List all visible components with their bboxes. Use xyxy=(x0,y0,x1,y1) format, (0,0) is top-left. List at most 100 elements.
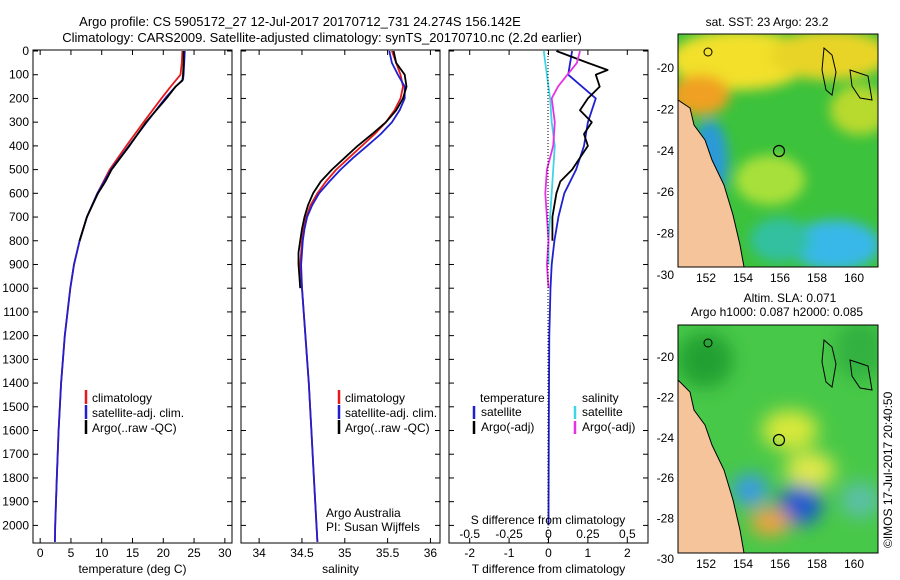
y-tick-label: 1400 xyxy=(2,376,29,390)
legend-label: Argo(-adj) xyxy=(582,420,635,434)
y-tick-label: 600 xyxy=(9,186,29,200)
map-lat-label: -24 xyxy=(657,144,675,158)
sla-map xyxy=(677,324,879,554)
title-line-1: Argo profile: CS 5905172_27 12-Jul-2017 … xyxy=(79,14,521,29)
y-tick-label: 1300 xyxy=(2,352,29,366)
sla-map-title-1: Altim. SLA: 0.071 xyxy=(744,291,837,305)
legend-label: climatology xyxy=(92,391,152,405)
y-tick-label: 1700 xyxy=(2,447,29,461)
series-line-climatology xyxy=(299,50,404,543)
x-tick-label: 1 xyxy=(585,546,592,560)
y-tick-label: 1200 xyxy=(2,329,29,343)
y-tick-label: 700 xyxy=(9,210,29,224)
map-lat-label: -26 xyxy=(657,471,675,485)
y-tick-label: 1600 xyxy=(2,424,29,438)
legend-label: Argo(..raw -QC) xyxy=(345,421,430,435)
x-tick-label: 0 xyxy=(545,546,552,560)
x-tick-label: 34 xyxy=(252,546,266,560)
y-tick-label: 2000 xyxy=(2,518,29,532)
map-lon-label: 156 xyxy=(770,557,790,571)
series-line-satellite-adj-clim- xyxy=(300,50,406,543)
x-tick-label: 0 xyxy=(37,546,44,560)
imos-credit: ©IMOS 17-Jul-2017 20:40:50 xyxy=(881,391,895,548)
map-lat-label: -30 xyxy=(657,552,675,566)
y-tick-label: 300 xyxy=(9,115,29,129)
y-tick-label: 800 xyxy=(9,234,29,248)
credit-org: Argo Australia xyxy=(326,506,401,520)
map-lat-label: -28 xyxy=(657,512,675,526)
sla-map-title-2: Argo h1000: 0.087 h2000: 0.085 xyxy=(691,305,863,319)
map-lat-label: -24 xyxy=(657,431,675,445)
salinity-axes: 34 34.5 35 35.5 36 salinity xyxy=(241,50,440,576)
top-x-tick-label: 0.5 xyxy=(619,527,636,541)
temperature-axes: 0100200300400500600700800900100011001200… xyxy=(2,44,232,576)
legend-label: satellite-adj. clim. xyxy=(345,406,437,420)
series-line-temperature-satellite xyxy=(547,50,597,526)
x-tick-label: -2 xyxy=(464,546,475,560)
x-tick-label: 36 xyxy=(424,546,438,560)
y-tick-label: 500 xyxy=(9,163,29,177)
x-tick-label: 20 xyxy=(157,546,171,560)
x-tick-label: 25 xyxy=(187,546,201,560)
map-lat-label: -20 xyxy=(657,61,675,75)
series-line-temperature-argo-adj- xyxy=(551,50,609,241)
map-lon-label: 158 xyxy=(807,557,827,571)
map-lon-label: 158 xyxy=(807,271,827,285)
map-lat-label: -20 xyxy=(657,350,675,364)
x-tick-label: -1 xyxy=(504,546,515,560)
map-lat-label: -22 xyxy=(657,102,675,116)
legend-heading-temperature: temperature xyxy=(480,391,545,405)
map-lon-label: 154 xyxy=(733,557,753,571)
salinity-legend: climatology satellite-adj. clim. Argo(..… xyxy=(337,390,437,435)
series-line-salinity-argo-adj- xyxy=(544,50,581,289)
map-ticks: -20 -22 -24 -26 -28 -30 152 154 156 158 160 -20 -22 -… xyxy=(657,61,865,571)
sst-map-title: sat. SST: 23 Argo: 23.2 xyxy=(706,15,829,29)
y-tick-label: 900 xyxy=(9,257,29,271)
series-line-climatology xyxy=(54,50,184,543)
map-lat-label: -26 xyxy=(657,185,675,199)
x-tick-label: 10 xyxy=(95,546,109,560)
y-tick-label: 1100 xyxy=(3,305,29,319)
map-lat-label: -22 xyxy=(657,390,675,404)
x-tick-label: 30 xyxy=(218,546,232,560)
difference-legend: temperature salinity satellite Argo(-adj… xyxy=(472,391,635,434)
difference-axes: -2 -1 0 1 2 T difference from climatology -0.5… xyxy=(449,50,648,576)
map-lon-label: 154 xyxy=(733,271,753,285)
x-axis-label: temperature (deg C) xyxy=(78,562,186,576)
map-lon-label: 160 xyxy=(844,557,864,571)
x-axis-label: salinity xyxy=(322,562,359,576)
legend-heading-salinity: salinity xyxy=(582,391,619,405)
legend-label: Argo(..raw -QC) xyxy=(92,421,177,435)
y-tick-label: 1500 xyxy=(2,400,29,414)
y-tick-label: 1900 xyxy=(2,495,29,509)
y-tick-label: 100 xyxy=(9,68,29,82)
top-x-tick-label: 0 xyxy=(545,527,552,541)
legend-label: satellite-adj. clim. xyxy=(92,406,184,420)
profile-lines xyxy=(54,50,609,543)
map-lon-label: 160 xyxy=(844,271,864,285)
map-lat-label: -30 xyxy=(657,268,675,282)
x-axis-label: T difference from climatology xyxy=(472,562,626,576)
map-lon-label: 152 xyxy=(696,271,716,285)
temperature-legend: climatology satellite-adj. clim. Argo(..… xyxy=(84,390,184,435)
map-lat-label: -28 xyxy=(657,227,675,241)
series-line-argo-raw-qc- xyxy=(78,51,185,242)
top-x-tick-label: -0.5 xyxy=(459,527,480,541)
sst-map xyxy=(677,33,879,268)
title-line-2: Climatology: CARS2009. Satellite-adjuste… xyxy=(62,30,582,45)
x-tick-label: 35.5 xyxy=(376,546,400,560)
top-x-tick-label: -0.25 xyxy=(495,527,523,541)
y-tick-label: 0 xyxy=(22,44,29,58)
y-tick-label: 1800 xyxy=(2,471,29,485)
map-lon-label: 156 xyxy=(770,271,790,285)
x-tick-label: 15 xyxy=(126,546,140,560)
credit-pi: PI: Susan Wijffels xyxy=(326,520,420,534)
map-lon-label: 152 xyxy=(696,557,716,571)
legend-label: climatology xyxy=(345,391,405,405)
y-tick-label: 1000 xyxy=(2,281,29,295)
top-x-tick-label: 0.25 xyxy=(576,527,600,541)
x-tick-label: 34.5 xyxy=(290,546,314,560)
top-axis-label: S difference from climatology xyxy=(471,513,626,527)
series-line-satellite-adj-clim- xyxy=(54,50,186,543)
